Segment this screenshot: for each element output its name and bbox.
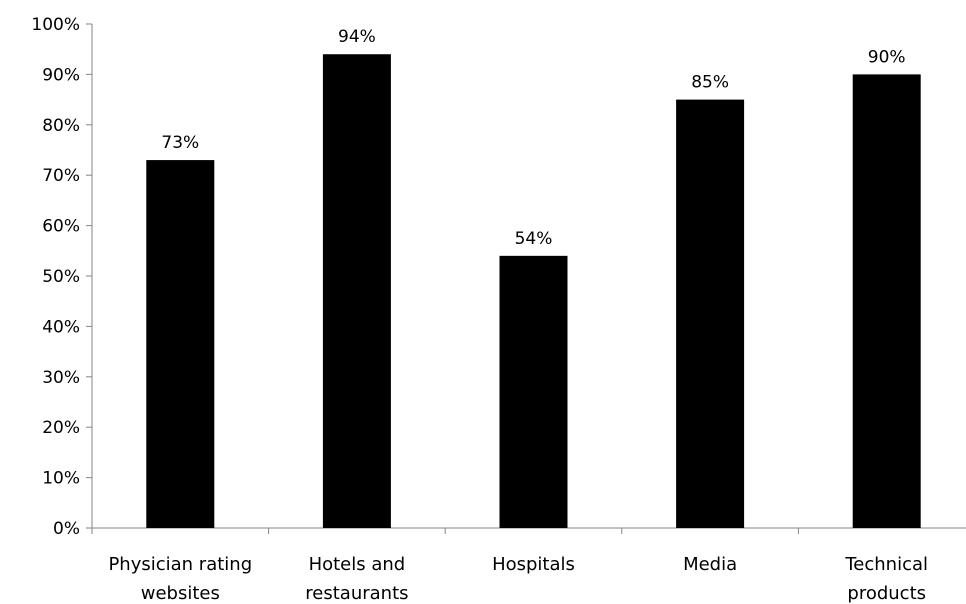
y-tick-label: 40% (42, 317, 80, 337)
y-tick-label: 10% (42, 469, 80, 489)
x-category-label: websites (141, 583, 220, 604)
y-tick-label: 20% (42, 418, 80, 438)
y-tick-label: 90% (42, 65, 80, 85)
y-tick-label: 80% (42, 116, 80, 136)
bar (322, 54, 391, 529)
bar-data-label: 90% (868, 47, 906, 67)
y-tick-label: 60% (42, 217, 80, 237)
bar (146, 160, 215, 528)
y-tick-label: 70% (42, 166, 80, 186)
x-category-label: Hotels and (309, 554, 406, 575)
bar (852, 74, 921, 529)
x-axis-labels: Physician rating websites Hotels and restau… (108, 554, 928, 604)
x-category-label: Technical (844, 554, 928, 575)
x-category-label: restaurants (305, 583, 408, 604)
x-category-label: Physician rating (108, 554, 252, 575)
y-tick-label: 100% (31, 15, 80, 35)
y-tick-label: 30% (42, 368, 80, 388)
x-category-label: Hospitals (492, 554, 575, 575)
bar-data-label: 94% (338, 27, 376, 47)
x-category-label: products (847, 583, 926, 604)
data-labels: 73% 94% 54% 85% 90% (161, 27, 905, 249)
y-axis-ticks: 0% 10% 20% 30% 40% 50% 60% 70% 80% 90% 100% (31, 15, 92, 539)
bar (676, 99, 745, 528)
x-category-label: Media (683, 554, 737, 575)
y-tick-label: 0% (53, 519, 80, 539)
bar-data-label: 54% (515, 229, 553, 249)
bar-data-label: 73% (161, 133, 199, 153)
y-tick-label: 50% (42, 267, 80, 287)
bar-series (146, 54, 921, 529)
bar-data-label: 85% (691, 73, 729, 93)
bar (499, 255, 568, 528)
